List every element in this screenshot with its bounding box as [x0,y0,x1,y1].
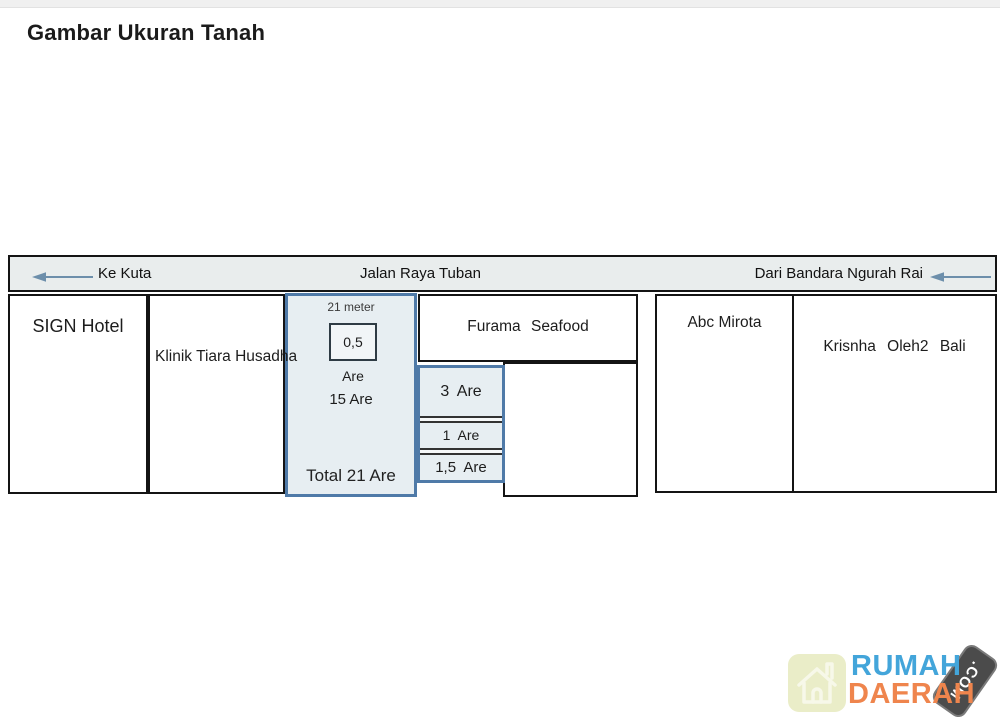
logo-brand-top: RUMAH [851,650,962,682]
plot-label: SIGN Hotel [32,316,124,336]
width-dimension-label: 21 meter [327,300,375,314]
sub-plot-1-5-are: 1,5 Are [420,452,502,480]
road-direction-right: Dari Bandara Ngurah Rai [754,265,923,282]
total-area-label: Total 21 Are [306,466,396,485]
logo-brand-bottom: DAERAH [848,678,976,710]
plot-label: Klinik Tiara Husadha [155,348,298,365]
plot-label: Abc Mirota [687,314,762,331]
rumahdaerah-logo: RUMAH DAERAH .COM [786,641,1000,717]
plot-label: Krisnha Oleh2 Bali [823,338,966,355]
plot-furama-seafood: Furama Seafood [418,294,638,362]
page-title: Gambar Ukuran Tanah [27,20,266,45]
plot-label: Furama Seafood [467,318,589,335]
arrow-left-icon [32,270,94,282]
road-name: Jalan Raya Tuban [360,265,481,282]
main-area-label: 15 Are [329,391,373,408]
plot-furama-annex [503,362,638,497]
arrow-left-icon [930,270,992,282]
road-strip: Ke Kuta Jalan Raya Tuban Dari Bandara Ng… [8,255,997,292]
plot-abc-mirota: Abc Mirota [657,296,794,491]
plot-krisnha-oleh2-bali: Krisnha Oleh2 Bali [794,296,995,491]
top-strip [0,0,1000,8]
house-icon [788,654,846,712]
inner-half-are-plot: 0,5 Are [329,323,377,384]
road-direction-left: Ke Kuta [98,265,152,282]
plot-sign-hotel: SIGN Hotel [8,294,148,494]
plot-main-highlighted: 21 meter 0,5 Are 15 Are Total 21 Are [285,293,417,497]
sub-plots-column: 3 Are 1 Are 1,5 Are [417,365,505,483]
plot-klinik-tiara-husadha: Klinik Tiara Husadha [148,294,297,494]
sub-plot-3-are: 3 Are [420,368,502,418]
plot-right-group: Abc Mirota Krisnha Oleh2 Bali [655,294,997,493]
sub-plot-1-are: 1 Are [420,420,502,450]
